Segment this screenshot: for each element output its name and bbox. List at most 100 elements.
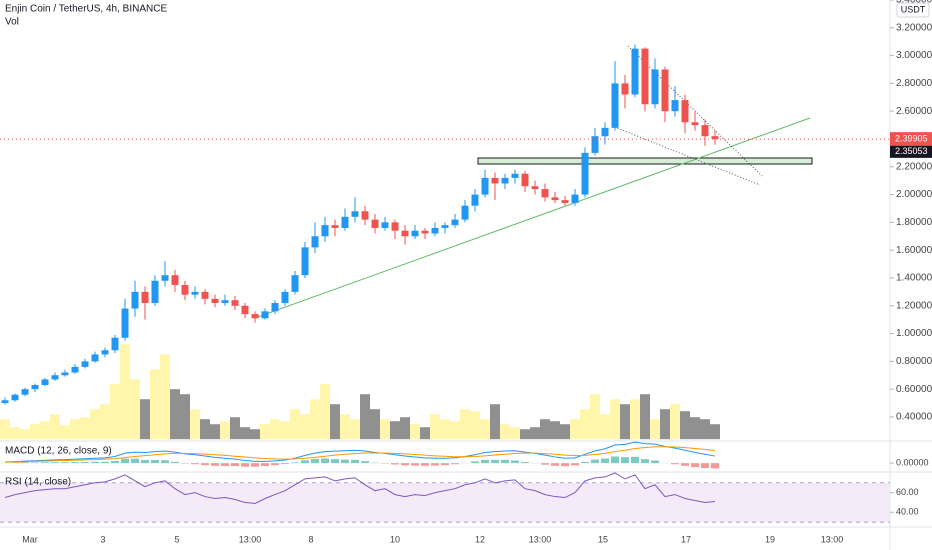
volume-bar — [260, 424, 270, 440]
volume-bar — [360, 394, 370, 440]
candle-body — [511, 173, 519, 178]
y-tick-label: 1.00000 — [896, 328, 932, 339]
candle-body — [651, 69, 659, 105]
volume-bar — [120, 344, 130, 440]
volume-bar — [670, 404, 680, 440]
macd-histogram-bar — [391, 463, 399, 465]
marker-price-tag — [890, 145, 932, 158]
volume-bar — [160, 354, 170, 440]
y-tick-label: 2.20000 — [896, 161, 932, 172]
candle-body — [451, 219, 459, 226]
macd-histogram-bar — [51, 462, 59, 464]
candle-body — [131, 291, 139, 309]
background-layer — [0, 482, 890, 523]
macd-histogram-bar — [711, 463, 719, 469]
rsi-y-tick-label: 40.00 — [896, 507, 919, 517]
volume-bar — [50, 414, 60, 440]
x-tick-label: 12 — [475, 534, 485, 544]
macd-histogram-bar — [521, 462, 529, 464]
macd-histogram-bar — [261, 463, 269, 467]
volume-bar — [450, 421, 460, 440]
macd-histogram-bar — [301, 460, 309, 464]
candle-body — [191, 291, 199, 295]
macd-histogram-bar — [311, 458, 319, 464]
volume-bar — [640, 394, 650, 440]
macd-histogram-bar — [61, 462, 69, 464]
volume-bar — [380, 419, 390, 440]
y-tick-label: 3.00000 — [896, 50, 932, 61]
candle-body — [251, 314, 259, 319]
volume-title: Vol — [5, 17, 19, 28]
macd-histogram-bar — [291, 462, 299, 464]
volume-layer — [0, 344, 720, 440]
macd-histogram-bar — [551, 463, 559, 466]
x-tick-label: 19 — [765, 534, 775, 544]
macd-histogram-bar — [41, 462, 49, 464]
volume-bar — [60, 425, 70, 440]
candle-body — [431, 227, 439, 234]
volume-bar — [660, 409, 670, 440]
macd-title: MACD (12, 26, close, 9) — [5, 446, 112, 457]
candle-body — [141, 291, 149, 303]
x-tick-label: 3 — [100, 534, 105, 544]
currency-label[interactable]: USDT — [901, 4, 926, 14]
candle-body — [471, 194, 479, 206]
rsi-y-tick-label: 60.00 — [896, 487, 919, 497]
rsi-line — [4, 472, 716, 504]
volume-bar — [140, 399, 150, 440]
volume-bar — [290, 409, 300, 440]
macd-histogram-bar — [271, 463, 279, 466]
candle-body — [361, 211, 369, 220]
candle-body — [711, 136, 719, 139]
currency-box[interactable] — [896, 2, 930, 18]
candle-body — [311, 236, 319, 248]
y-tick-label: 0.60000 — [896, 384, 932, 395]
volume-bar — [390, 421, 400, 440]
macd-histogram-bar — [541, 463, 549, 465]
macd-histogram-bar — [591, 459, 599, 464]
volume-bar — [190, 409, 200, 440]
candle-body — [291, 275, 299, 292]
candle-body — [601, 127, 609, 137]
macd-histogram-bar — [691, 463, 699, 468]
volume-bar — [430, 414, 440, 440]
y-tick-label: 1.60000 — [896, 245, 932, 256]
volume-bar — [710, 424, 720, 440]
macd-histogram-bar — [131, 458, 139, 464]
macd-histogram-bar — [561, 463, 569, 467]
candle-body — [11, 394, 19, 401]
candle-body — [411, 230, 419, 237]
rsi-band — [0, 482, 890, 523]
macd-histogram-bar — [611, 456, 619, 464]
candle-body — [691, 122, 699, 126]
volume-bar — [170, 389, 180, 440]
volume-bar — [620, 404, 630, 440]
marker-price-label: 2.35053 — [895, 146, 928, 156]
volume-bar — [330, 404, 340, 440]
indicator-layer — [1, 441, 719, 504]
candle-body — [521, 173, 529, 187]
candle-body — [81, 361, 89, 367]
x-tick-label: Mar — [22, 534, 38, 544]
macd-histogram-bar — [681, 463, 689, 466]
candle-body — [661, 69, 669, 112]
candle-body — [491, 177, 499, 184]
candle-body — [321, 225, 329, 237]
candle-body — [201, 291, 209, 299]
candle-body — [441, 225, 449, 228]
macd-histogram-bar — [421, 463, 429, 466]
macd-histogram-bar — [651, 460, 659, 464]
macd-histogram-bar — [171, 461, 179, 464]
candle-body — [381, 222, 389, 228]
axis-layer: 0.40000 0.60000 0.80000 1.00000 1.20000 1.400… — [22, 0, 932, 544]
macd-histogram-bar — [21, 462, 29, 464]
candle-body — [1, 400, 9, 404]
volume-bar — [90, 409, 100, 440]
volume-bar — [100, 404, 110, 440]
volume-bar — [610, 399, 620, 440]
volume-bar — [440, 419, 450, 440]
volume-bar — [490, 404, 500, 440]
macd-histogram-bar — [201, 463, 209, 466]
candle-body — [211, 298, 219, 303]
